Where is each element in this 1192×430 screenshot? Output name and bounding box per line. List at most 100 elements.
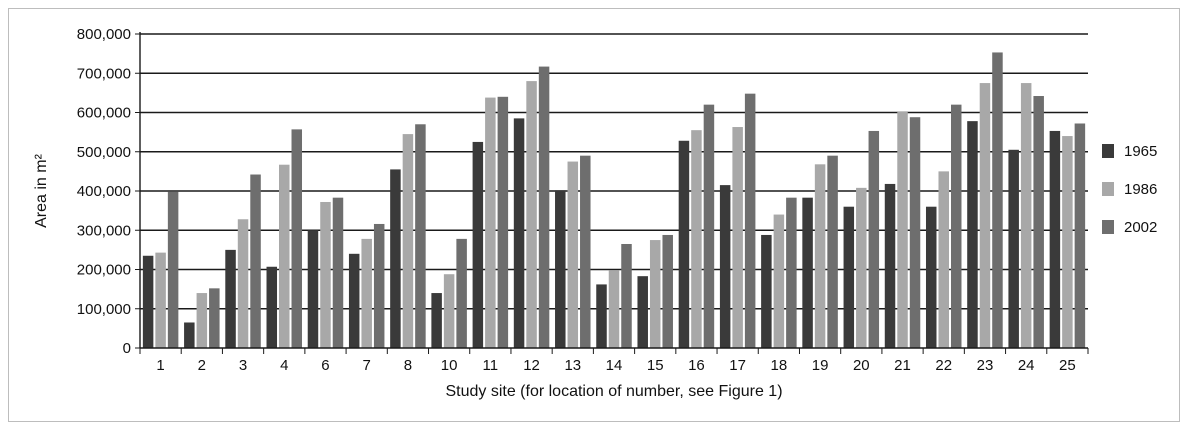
bar-1986-site-19 [814, 164, 826, 348]
bar-2002-site-24 [1033, 96, 1044, 348]
bar-1965-site-20 [843, 206, 855, 348]
bar-1965-site-16 [678, 140, 690, 348]
x-tick-label: 4 [280, 357, 288, 374]
legend-swatch-1965 [1102, 144, 1114, 158]
legend-swatch-1986 [1102, 182, 1114, 196]
bar-1986-site-16 [691, 130, 702, 348]
legend-label-2002: 2002 [1124, 219, 1157, 236]
bar-1986-site-17 [732, 127, 743, 349]
bar-1965-site-19 [802, 197, 813, 348]
bar-1965-site-18 [761, 234, 772, 348]
y-tick-label: 800,000 [77, 26, 131, 43]
x-tick-label: 7 [363, 357, 371, 374]
bar-1986-site-13 [567, 161, 579, 348]
bar-1965-site-25 [1049, 130, 1061, 348]
bar-2002-site-1 [167, 191, 179, 348]
bar-chart: 0 100,000 200,000 300,000 400,000 500,000 600,… [33, 26, 1157, 400]
bar-2002-site-15 [662, 234, 673, 348]
x-tick-label: 25 [1059, 357, 1076, 374]
x-tick-label: 3 [239, 357, 247, 374]
legend-label-1986: 1986 [1124, 181, 1157, 198]
bar-1965-site-13 [555, 190, 566, 348]
bar-1986-site-15 [649, 240, 661, 348]
legend-label-1965: 1965 [1124, 143, 1157, 160]
bar-2002-site-6 [332, 197, 344, 348]
bar-1965-site-3 [225, 249, 236, 348]
y-tick-labels: 0 100,000 200,000 300,000 400,000 500,000 600,… [77, 26, 131, 357]
bar-2002-site-23 [992, 52, 1003, 348]
x-tick-label: 6 [321, 357, 329, 374]
bars [142, 52, 1086, 349]
x-tick-label: 10 [441, 357, 458, 374]
bar-2002-site-21 [909, 117, 921, 349]
bar-2002-site-16 [703, 104, 715, 349]
y-tick-label: 200,000 [77, 262, 131, 279]
x-tick-label: 16 [688, 357, 705, 374]
y-tick-label: 700,000 [77, 65, 131, 82]
bar-1986-site-14 [608, 270, 620, 348]
bar-1986-site-6 [320, 201, 331, 348]
x-tick-label: 13 [564, 357, 581, 374]
bar-1965-site-24 [1008, 149, 1019, 348]
bar-1986-site-24 [1020, 83, 1032, 348]
x-tick-label: 21 [894, 357, 911, 374]
bar-1965-site-14 [596, 284, 607, 348]
bar-1965-site-2 [184, 322, 195, 348]
axes [139, 32, 1088, 349]
y-tick-label: 400,000 [77, 183, 131, 200]
bar-1986-site-4 [279, 164, 290, 348]
bar-1986-site-12 [526, 81, 537, 348]
bar-2002-site-4 [291, 129, 303, 348]
bar-1965-site-1 [142, 255, 154, 348]
bar-1986-site-2 [196, 293, 208, 348]
bar-2002-site-19 [827, 155, 838, 348]
y-tick-label: 0 [123, 340, 131, 357]
bar-2002-site-3 [250, 174, 261, 348]
y-tick-label: 500,000 [77, 144, 131, 161]
bar-2002-site-17 [744, 93, 756, 348]
bar-1986-site-7 [361, 238, 372, 348]
x-tick-label: 2 [198, 357, 206, 374]
bar-1965-site-23 [967, 121, 978, 348]
bar-1986-site-22 [938, 171, 949, 348]
bar-1986-site-25 [1062, 136, 1073, 348]
bar-1965-site-11 [472, 141, 484, 348]
bar-1986-site-3 [237, 219, 249, 348]
y-tick-label: 300,000 [77, 222, 131, 239]
x-tick-label: 20 [853, 357, 870, 374]
bar-2002-site-7 [373, 223, 385, 348]
bar-2002-site-14 [621, 243, 632, 348]
x-axis-title: Study site (for location of number, see … [445, 383, 782, 400]
bar-2002-site-13 [580, 155, 591, 348]
bar-1986-site-8 [402, 134, 414, 348]
x-tick-labels: 1 2 3 4 6 7 8 10 11 12 13 14 15 16 17 18 19 20 21 22 23 24 25 [156, 357, 1075, 374]
bar-2002-site-11 [497, 96, 509, 348]
bar-2002-site-25 [1074, 123, 1086, 349]
bar-1965-site-7 [348, 253, 360, 348]
x-tick-label: 23 [977, 357, 994, 374]
bar-2002-site-10 [456, 238, 467, 348]
bar-1986-site-18 [773, 214, 785, 348]
bar-2002-site-2 [209, 288, 220, 348]
bar-1986-site-20 [856, 187, 867, 348]
bar-1965-site-17 [719, 185, 731, 348]
bar-1965-site-10 [431, 293, 442, 348]
x-tick-label: 8 [404, 357, 412, 374]
x-tick-label: 12 [523, 357, 540, 374]
bar-1965-site-4 [266, 266, 278, 348]
x-tick-label: 14 [606, 357, 623, 374]
legend-swatch-2002 [1102, 220, 1114, 234]
bar-1965-site-8 [390, 169, 401, 348]
bar-1965-site-12 [513, 118, 525, 348]
bar-2002-site-18 [786, 197, 797, 348]
chart-frame: 0 100,000 200,000 300,000 400,000 500,000 600,… [8, 8, 1180, 422]
x-tick-label: 17 [729, 357, 746, 374]
bar-2002-site-8 [415, 124, 426, 349]
x-tick-label: 11 [483, 357, 499, 374]
x-tick-label: 18 [771, 357, 788, 374]
bar-1986-site-1 [155, 252, 166, 348]
x-tick-label: 15 [647, 357, 664, 374]
y-axis-title: Area in m² [33, 153, 50, 227]
bar-1986-site-11 [485, 97, 496, 349]
bar-1965-site-6 [307, 230, 319, 348]
